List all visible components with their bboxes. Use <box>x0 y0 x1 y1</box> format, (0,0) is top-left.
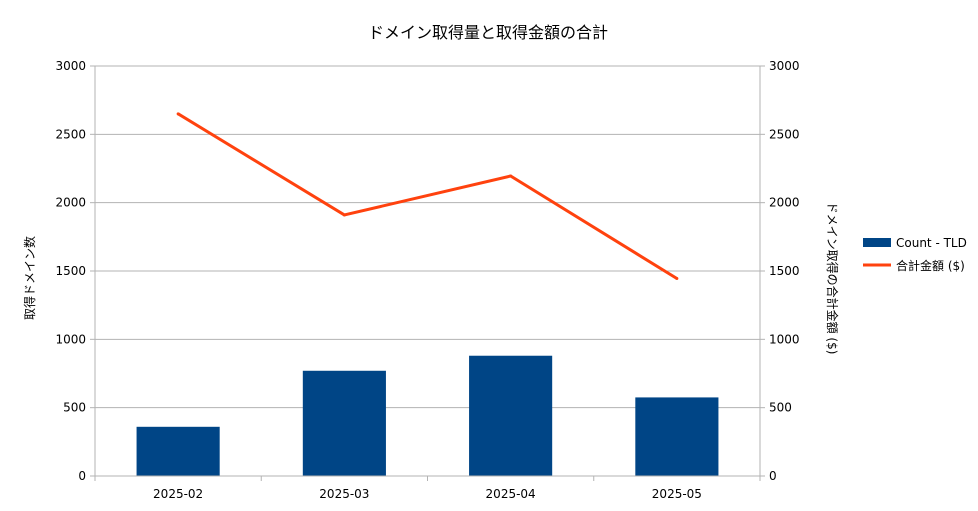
y-tick-label-left: 3000 <box>55 59 86 73</box>
y-tick-label-right: 3000 <box>769 59 800 73</box>
line-point-2025-02 <box>176 112 180 116</box>
line-point-2025-03 <box>342 213 346 217</box>
x-tick-label: 2025-02 <box>153 487 203 501</box>
y-tick-label-left: 0 <box>78 469 86 483</box>
x-tick-label: 2025-05 <box>652 487 702 501</box>
y-tick-label-left: 2500 <box>55 127 86 141</box>
chart-title: ドメイン取得量と取得金額の合計 <box>368 23 608 42</box>
y-axis-right-ticks: 0 500 1000 1500 2000 2500 3000 <box>769 59 800 483</box>
x-tick-label: 2025-04 <box>486 487 536 501</box>
y-axis-left-title: 取得ドメイン数 <box>22 236 37 320</box>
line-total-amount <box>177 112 678 280</box>
y-tick-label-right: 500 <box>769 401 792 415</box>
axes <box>90 65 765 481</box>
y-tick-label-left: 500 <box>63 401 86 415</box>
y-tick-label-left: 2000 <box>55 196 86 210</box>
y-tick-label-right: 1500 <box>769 264 800 278</box>
gridlines <box>95 65 760 477</box>
legend: Count - TLD 合計金額 ($) <box>863 236 967 273</box>
y-tick-label-right: 2500 <box>769 127 800 141</box>
bar-2025-04 <box>469 355 553 476</box>
y-tick-label-left: 1500 <box>55 264 86 278</box>
bar-2025-02 <box>136 426 220 476</box>
line-series <box>176 112 679 281</box>
y-axis-right-title: ドメイン取得の合計金額 ($) <box>825 202 840 355</box>
line-point-2025-04 <box>509 174 513 178</box>
y-tick-label-right: 0 <box>769 469 777 483</box>
bar-2025-05 <box>635 397 719 476</box>
y-tick-label-left: 1000 <box>55 332 86 346</box>
legend-label-count-tld: Count - TLD <box>896 236 967 250</box>
y-tick-label-right: 1000 <box>769 332 800 346</box>
bar-series <box>136 355 719 476</box>
x-tick-label: 2025-03 <box>319 487 369 501</box>
y-axis-left-ticks: 0 500 1000 1500 2000 2500 3000 <box>55 59 86 483</box>
line-point-2025-05 <box>675 277 679 281</box>
legend-label-total-amount: 合計金額 ($) <box>896 258 965 273</box>
bar-2025-03 <box>302 370 386 476</box>
y-tick-label-right: 2000 <box>769 196 800 210</box>
x-axis-ticks: 2025-02 2025-03 2025-04 2025-05 <box>153 487 702 501</box>
legend-swatch-count-tld <box>863 238 891 247</box>
